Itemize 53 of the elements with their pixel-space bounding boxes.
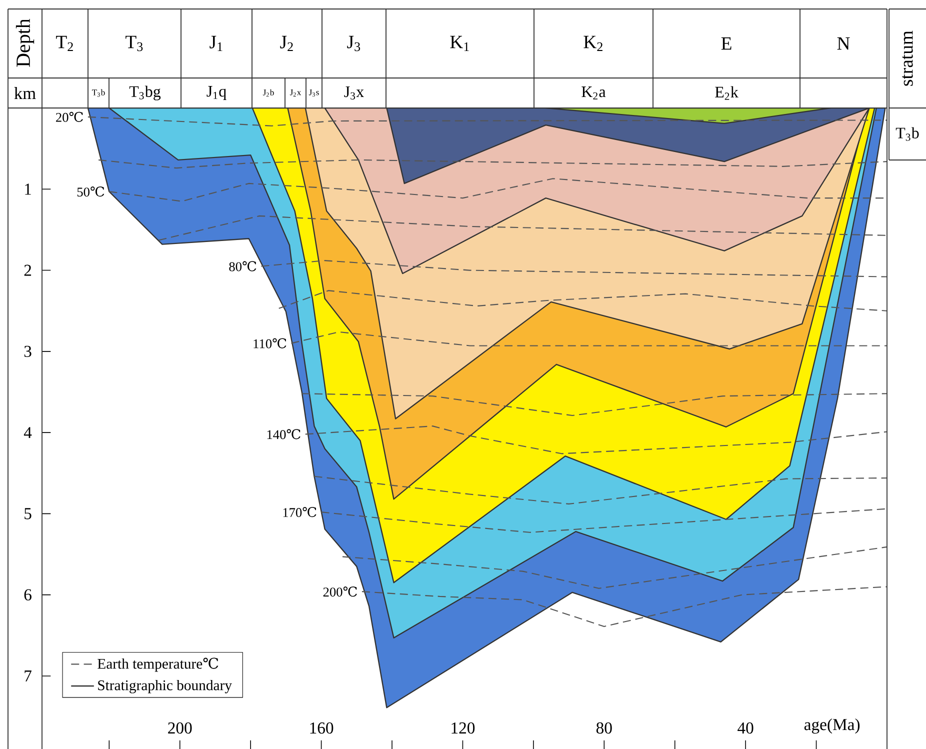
text: T$_{3}$b: [92, 89, 105, 97]
x-tick-label: 80: [596, 722, 612, 734]
text: K$_{2}$a: [582, 86, 606, 100]
text: K$_{2}$: [584, 36, 602, 52]
text: stratum: [902, 30, 913, 86]
line-series: [260, 260, 887, 278]
legend-label: Earth temperature℃: [98, 658, 218, 672]
annotation: 20℃: [56, 112, 83, 122]
line-series: [314, 476, 887, 504]
line-series: [361, 586, 887, 628]
text: J$_{1}$q: [206, 86, 226, 100]
line-series: [158, 215, 887, 241]
line-series: [98, 159, 887, 169]
annotation: 80℃: [229, 261, 256, 272]
x-tick-label: 160: [310, 722, 334, 734]
text: T$_{3}$bg: [129, 86, 161, 100]
x-axis-title: age(Ma): [804, 718, 860, 734]
x-tick-label: 120: [452, 722, 475, 734]
text: E$_{2}$k: [715, 86, 738, 100]
line-series: [87, 116, 887, 126]
y-axis-title: Depth: [16, 18, 34, 67]
text: T$_{2}$: [56, 36, 73, 52]
annotation: 110℃: [254, 338, 286, 348]
y-tick-label: 1: [25, 184, 31, 195]
y-tick-label: 5: [24, 508, 32, 520]
y-tick-label: 6: [24, 589, 32, 600]
text: J$_{1}$: [210, 36, 222, 52]
annotation: 200℃: [323, 586, 357, 597]
x-tick-label: 40: [738, 722, 754, 734]
text: T$_{3}$: [126, 36, 143, 52]
y-tick-label: 2: [24, 264, 32, 276]
x-tick-label: 200: [168, 722, 192, 734]
line-series: [320, 508, 887, 533]
annotation: 140℃: [267, 429, 300, 440]
y-tick-label: 3: [24, 346, 32, 358]
y-tick-label: 7: [24, 670, 32, 682]
text: J$_{3}$x: [344, 86, 364, 100]
text: E: [721, 37, 732, 50]
text: J$_{2}$: [280, 36, 293, 52]
annotation: 170℃: [283, 507, 316, 518]
line-series: [304, 426, 887, 454]
text: km: [14, 86, 36, 100]
text: N: [837, 37, 850, 50]
text: J$_{2}$b: [262, 89, 274, 97]
text: T$_{3}$b: [896, 127, 919, 141]
text: J$_{3}$s: [308, 89, 319, 97]
annotation: 50℃: [77, 186, 104, 197]
text: J$_{2}$x: [290, 90, 302, 96]
text: K$_{1}$: [450, 36, 469, 52]
y-tick-label: 4: [24, 427, 32, 438]
text: J$_{3}$: [347, 36, 360, 52]
annotation: Stratigraphic boundary: [98, 680, 232, 694]
line-series: [278, 290, 887, 312]
